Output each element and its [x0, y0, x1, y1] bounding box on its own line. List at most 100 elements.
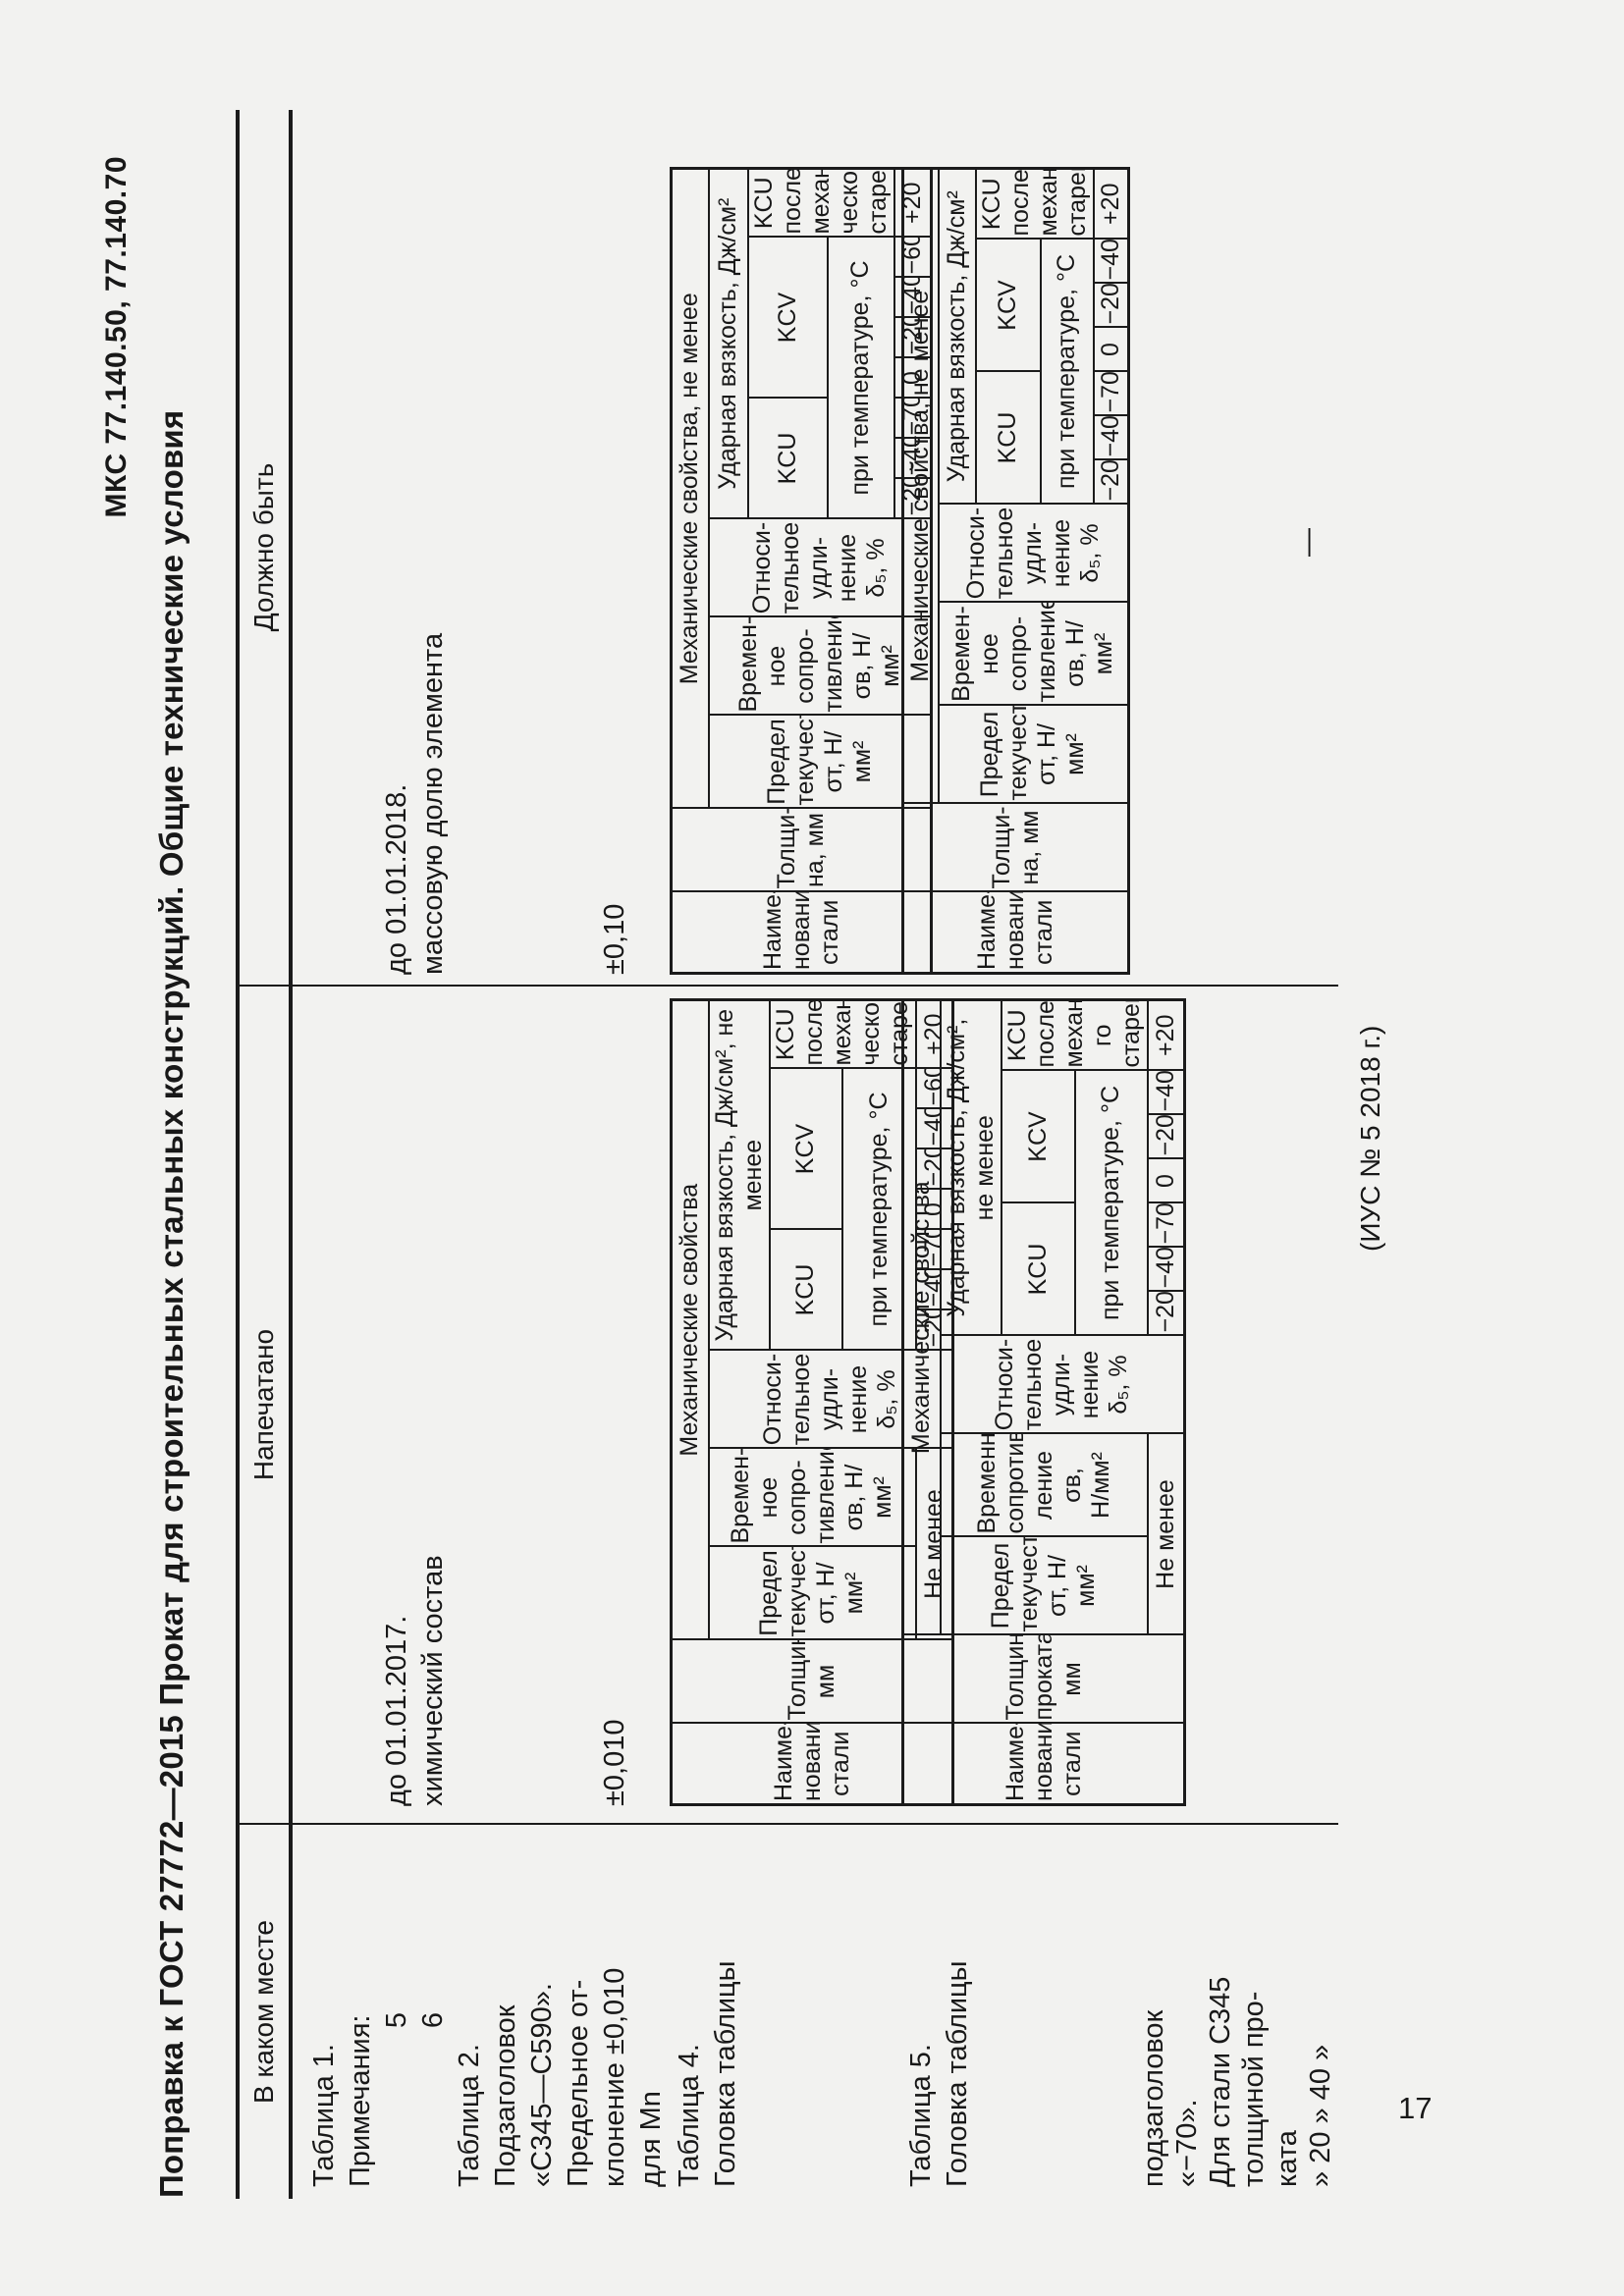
cell-kcv: KCV: [975, 239, 1041, 372]
where-cell: Таблица 2. Подзаголовок «С345—С590». Пре…: [452, 1823, 670, 2199]
errata-row-table2: Таблица 2. Подзаголовок «С345—С590». Пре…: [452, 110, 670, 2199]
should-be-cell: ±0,10: [452, 110, 670, 985]
where-line: подзаголовок: [1138, 2009, 1169, 2187]
cell-tensile: Времен- ное сопро- тивление σв, Н/мм²: [708, 616, 932, 716]
where-line: клонение ±0,010: [599, 1967, 630, 2187]
cell-thickness: Толщи- на, мм: [902, 803, 1129, 892]
where-cell: Таблица 5. Головка таблицы: [901, 1823, 1137, 2199]
column-header-where: В каком месте: [240, 1823, 289, 2199]
printed-line: химический состав: [417, 1555, 449, 1806]
where-line: » 20 » 40 »: [1305, 2044, 1336, 2187]
printed-cell: до 01.01.2017. химический состав: [293, 985, 452, 1823]
where-line: Таблица 2.: [454, 2044, 485, 2187]
cell-yield: Предел текучести σт, Н/мм²: [940, 1536, 1148, 1635]
column-header-printed: Напечатано: [240, 985, 289, 1823]
cell-elongation: Относи- тельное удли- нение δ₅, %: [938, 504, 1129, 603]
cell-kcv: KCV: [747, 237, 828, 399]
errata-row-table5: Таблица 5. Головка таблицы Наиме- новани…: [901, 110, 1186, 2199]
cell-yield: Предел текучести σт, Н/мм²: [708, 1546, 916, 1640]
where-line: 5: [381, 2011, 412, 2029]
cell-tensile: Временное сопротив- ление σв, Н/мм²: [940, 1433, 1148, 1537]
where-line: Для стали С345: [1205, 1976, 1236, 2187]
cell-impact: Ударная вязкость, Дж/см²: [938, 168, 976, 505]
where-line: Примечания:: [345, 2014, 376, 2188]
errata-row-table1: Таблица 1. Примечания: 5 6 до 01.01.2017…: [293, 110, 452, 2199]
cell-kcu: KCU: [769, 1229, 842, 1351]
where-line: Головка таблицы: [942, 1960, 973, 2187]
should-line: до 01.01.2018.: [381, 783, 412, 975]
printed-cell: ±0,010: [452, 985, 670, 1823]
errata-header-row: В каком месте Напечатано Должно быть: [240, 110, 293, 2199]
where-line: Предельное от-: [563, 1979, 594, 2187]
cell-kcu-aging: KCU после механи- ческого старения: [769, 999, 916, 1069]
cell-kcv: KCV: [769, 1068, 842, 1230]
temp-value: −20: [1093, 283, 1129, 328]
cell-kcu-aging: KCU после механи- ческого старения: [747, 168, 894, 238]
where-line: толщиной про-: [1238, 1991, 1270, 2187]
cell-at-temperature: при температуре, °С: [827, 237, 894, 519]
cell-mech-props: Механические свойства, не менее: [902, 168, 939, 804]
cell-thickness: Толщи- на, мм: [671, 808, 932, 892]
mks-classification-code: МКС 77.140.50, 77.140.70: [100, 156, 133, 518]
cell-steel-name: Наиме- нование стали: [671, 891, 932, 974]
should-be-cell: до 01.01.2018. массовую долю элемента: [293, 110, 452, 985]
temp-value: −40: [1093, 239, 1129, 284]
where-line: «−70».: [1171, 2099, 1203, 2187]
should-be-cell: —: [1137, 110, 1338, 985]
cell-yield: Предел текучести σт, Н/мм²: [708, 715, 932, 809]
cell-mech-props: Механические свойства: [902, 999, 941, 1635]
cell-kcu-aging: KCU после механическо- го старения: [1001, 999, 1148, 1071]
cell-impact: Ударная вязкость, Дж/см²: [708, 168, 748, 519]
cell-kcu: KCU: [975, 371, 1041, 505]
errata-row-table4: Таблица 4. Головка таблицы Наиме- новани…: [670, 110, 954, 2199]
deletion-dash: —: [1292, 528, 1324, 557]
page-number: 17: [1398, 2091, 1433, 2125]
table4-corrected-head: Наиме- нование стали Толщи- на, мм Механ…: [670, 166, 933, 975]
ius-issue-note: (ИУС № 5 2018 г.): [1355, 1025, 1385, 1252]
should-be-cell: Наиме- нование стали Толщи- на, мм Механ…: [901, 110, 1137, 985]
cell-mech-props: Механические свойства, не менее: [671, 168, 709, 809]
table5-corrected-head: Наиме- нование стали Толщи- на, мм Механ…: [901, 166, 1130, 975]
cell-tensile: Времен- ное сопро- тивление σв, Н/мм²: [708, 1448, 916, 1547]
should-value: ±0,10: [599, 903, 630, 975]
where-cell: Таблица 4. Головка таблицы: [670, 1823, 901, 2199]
should-line: массовую долю элемента: [417, 632, 449, 975]
temp-value: −70: [1093, 371, 1129, 416]
where-line: Таблица 4.: [674, 2044, 705, 2187]
cell-kcu-aging: KCU после механического старения: [975, 168, 1094, 240]
cell-kcu: KCU: [747, 398, 828, 519]
cell-steel-name: Наиме- нование стали: [902, 891, 1129, 974]
where-line: Таблица 1.: [308, 2044, 340, 2187]
where-line: Головка таблицы: [710, 1960, 741, 2187]
temp-value-aging: +20: [1093, 168, 1129, 240]
where-cell: Таблица 1. Примечания: 5 6: [293, 1823, 452, 2199]
printed-cell: Наиме- нование стали Толщина проката, мм…: [901, 985, 1186, 1823]
column-header-should-be: Должно быть: [248, 462, 279, 632]
temp-value: 0: [1093, 327, 1129, 372]
correction-title: Поправка к ГОСТ 27772—2015 Прокат для ст…: [153, 409, 189, 2198]
cell-impact: Ударная вязкость, Дж/см², не менее: [708, 999, 770, 1351]
where-line: ката: [1272, 2130, 1303, 2187]
cell-yield: Предел текучести σт, Н/мм²: [938, 705, 1129, 804]
printed-cell: Наиме- нование стали Толщина, мм Механич…: [670, 985, 954, 1823]
printed-cell-empty: [1137, 985, 1338, 1823]
printed-line: до 01.01.2017.: [381, 1615, 412, 1806]
cell-tensile: Времен- ное сопро- тивление σв, Н/мм²: [938, 602, 1129, 706]
errata-row-subheading: подзаголовок «−70». Для стали С345 толщи…: [1137, 110, 1338, 2199]
cell-elongation: Относи- тельное удли- нение δ₅, %: [708, 518, 932, 617]
where-line: «С345—С590».: [526, 1983, 558, 2187]
cell-at-temperature: при температуре, °С: [1040, 239, 1094, 505]
where-line: Таблица 5.: [905, 2044, 937, 2187]
where-line: 6: [417, 2011, 449, 2029]
temp-value: −20: [1093, 459, 1129, 505]
where-line: Подзаголовок: [490, 2004, 521, 2187]
printed-value: ±0,010: [599, 1719, 630, 1807]
cell-mech-props: Механические свойства: [671, 999, 709, 1640]
where-line: для Mn: [635, 2091, 667, 2187]
temp-value: −40: [1093, 415, 1129, 460]
errata-table: В каком месте Напечатано Должно быть Таб…: [236, 110, 1338, 2199]
cell-impact: Ударная вязкость, Дж/см², не менее: [940, 999, 1001, 1336]
cell-kcv: KCV: [1001, 1070, 1075, 1203]
